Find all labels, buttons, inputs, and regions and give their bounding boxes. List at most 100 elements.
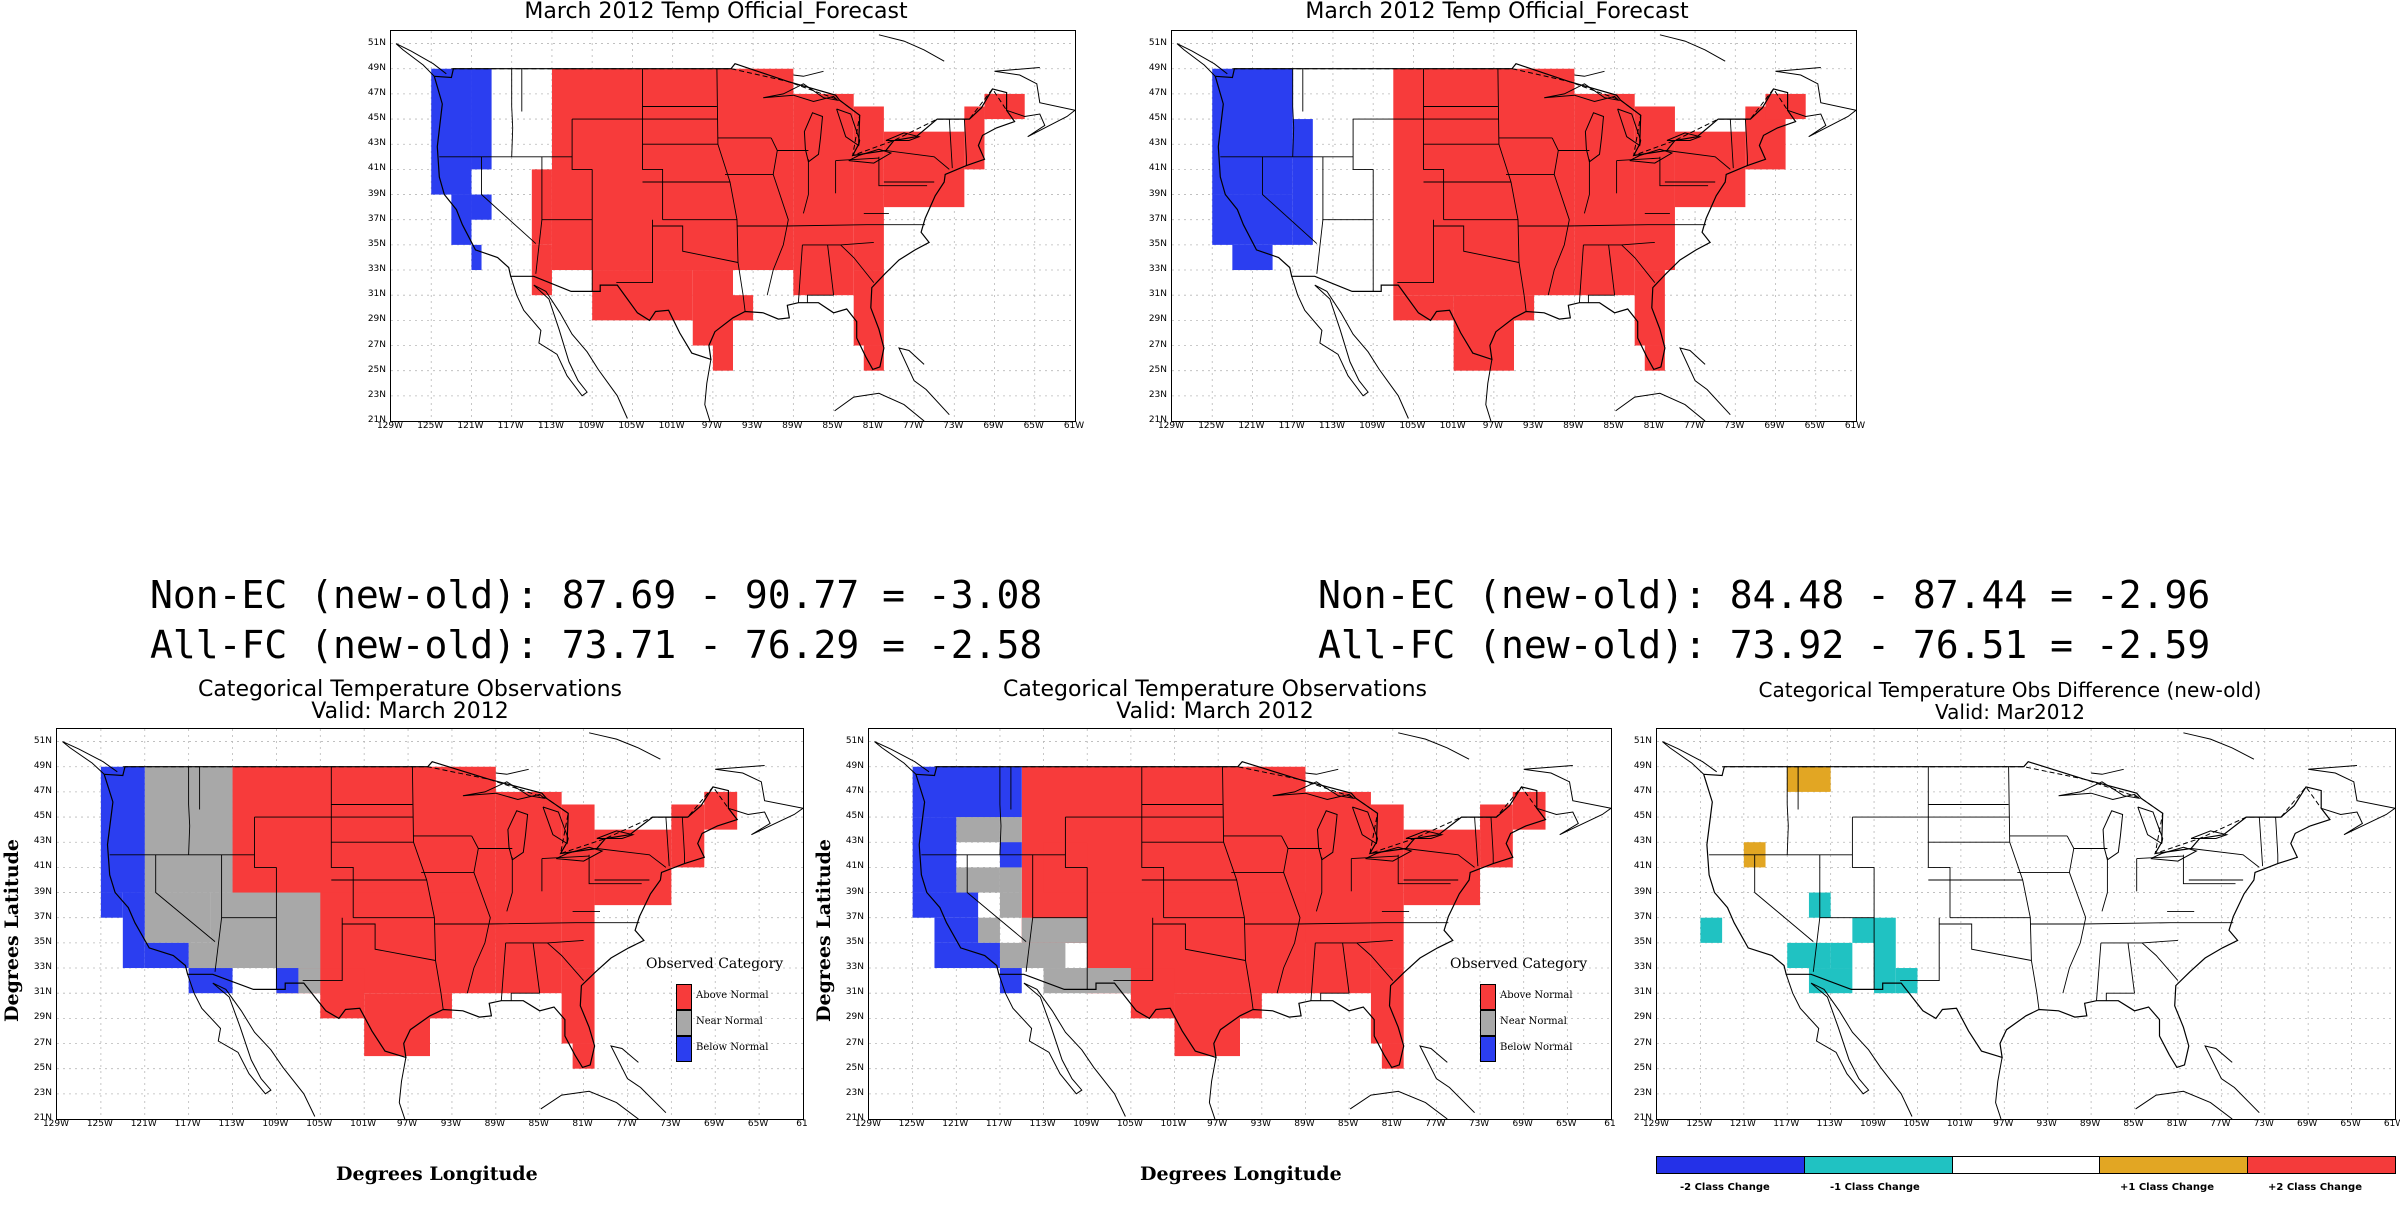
state-boundary	[1433, 225, 1520, 263]
state-boundary	[2101, 857, 2108, 912]
state-boundary	[1583, 241, 1655, 246]
canada-border	[1232, 68, 1789, 157]
lon-tick-label: 117W	[985, 1119, 1012, 1129]
state-boundary	[2127, 942, 2135, 994]
coastline	[1208, 1057, 1217, 1119]
lat-tick-label: 27N	[1633, 1037, 1652, 1048]
lon-tick-label: 89W	[1563, 421, 1584, 431]
lon-tick-label: 125W	[898, 1119, 925, 1129]
category-cell-minus1	[1830, 942, 1853, 969]
state-boundary	[2182, 854, 2236, 885]
category-cell-above	[793, 93, 854, 296]
lon-tick-label: 69W	[1764, 421, 1785, 431]
lat-tick-label: 39N	[845, 886, 864, 897]
category-cell-below	[1212, 68, 1293, 195]
category-cell-above	[430, 993, 452, 1019]
lon-tick-label: 77W	[616, 1119, 637, 1129]
state-boundary	[1262, 156, 1318, 244]
lon-tick-label: 97W	[1993, 1119, 2014, 1129]
state-boundary	[1616, 157, 1660, 162]
lon-tick-label: 97W	[396, 1119, 418, 1129]
lat-tick-label: 27N	[367, 339, 386, 350]
lon-tick-label: 89W	[484, 1119, 505, 1129]
lat-tick-label: 29N	[1148, 314, 1167, 325]
map-frame	[1171, 30, 1857, 422]
lat-tick-label: 21N	[1633, 1113, 1652, 1123]
category-cell-near	[978, 917, 1000, 943]
state-boundary	[1608, 244, 1616, 296]
state-boundary	[481, 156, 537, 244]
state-boundary	[1490, 817, 1494, 864]
lon-tick-label: 97W	[1206, 1119, 1228, 1129]
coastline	[588, 732, 661, 760]
state-boundary	[2100, 939, 2178, 944]
state-boundary	[802, 159, 809, 214]
great-lake	[885, 132, 921, 141]
lat-tick-label: 45N	[367, 113, 386, 124]
state-boundary	[999, 766, 1002, 855]
us-coastline	[103, 761, 739, 1069]
lat-tick-label: 47N	[367, 87, 386, 98]
state-boundary	[885, 150, 950, 170]
coastline	[2308, 765, 2395, 836]
legend-swatch-below	[1480, 1036, 1496, 1062]
lat-tick-label: 27N	[1148, 339, 1167, 350]
canada-border	[451, 68, 1008, 157]
state-boundary	[1583, 159, 1590, 214]
lat-tick-label: 51N	[33, 735, 52, 746]
lat-tick-label: 39N	[367, 188, 386, 199]
lat-tick-label: 37N	[1633, 911, 1652, 922]
lon-tick-label: 121W	[1729, 1119, 1756, 1129]
legend-swatch-above	[676, 984, 692, 1010]
coastline	[1176, 43, 1228, 77]
lon-tick-label: 129W	[1157, 421, 1185, 431]
map-frame	[868, 728, 1612, 1120]
lat-axis: 51N 49N 47N 45N 43N 41N 39N 37N 35N 33N 31N 29N 27N 2…	[26, 728, 56, 1122]
coastline	[1659, 34, 1726, 62]
coastline	[395, 43, 447, 77]
observation-panel-new: Categorical Temperature Observations Val…	[810, 676, 1620, 1232]
us-coastline	[1214, 62, 1797, 371]
lat-tick-label: 49N	[845, 760, 864, 771]
lat-tick-label: 25N	[1633, 1062, 1652, 1073]
lat-tick-label: 23N	[1633, 1087, 1652, 1098]
lon-tick-label: 129W	[42, 1119, 70, 1129]
state-boundary	[588, 854, 642, 885]
lon-tick-label: 105W	[618, 421, 645, 431]
state-boundary	[786, 224, 926, 227]
lat-tick-label: 21N	[33, 1113, 52, 1123]
lon-tick-label: 93W	[1250, 1119, 1271, 1129]
great-lake	[1365, 846, 1413, 862]
category-cell-below	[1232, 244, 1273, 271]
state-boundary	[1352, 119, 1374, 170]
category-cell-near	[999, 942, 1066, 969]
great-lake	[2150, 846, 2198, 862]
state-boundary	[1222, 766, 1254, 1010]
state-boundary	[1342, 942, 1350, 994]
lon-tick-label: 69W	[2296, 1119, 2318, 1129]
lon-tick-label: 77W	[1425, 1119, 1446, 1129]
coastline	[994, 67, 1075, 138]
great-lake	[803, 112, 824, 163]
class-change-colorbar	[1656, 1156, 2396, 1174]
colorbar-plus1	[2100, 1157, 2249, 1173]
state-boundary	[2105, 992, 2135, 1001]
lat-tick-label: 21N	[367, 415, 386, 425]
lon-tick-label: 69W	[983, 421, 1004, 431]
state-boundary	[535, 219, 543, 274]
category-cell-below	[934, 942, 1000, 969]
observation-map-old	[57, 729, 803, 1119]
category-cell-above	[594, 829, 672, 906]
lon-tick-label: 125W	[86, 1119, 113, 1129]
great-lake	[2190, 830, 2229, 839]
state-boundary	[652, 225, 739, 263]
forecast-map-new	[1172, 31, 1856, 421]
lon-tick-label: 93W	[1522, 421, 1544, 431]
category-cell-above	[1634, 270, 1665, 346]
lat-tick-label: 41N	[845, 861, 864, 872]
lon-tick-label: 109W	[1359, 421, 1386, 431]
lon-tick-label: 89W	[2079, 1119, 2101, 1129]
category-cell-minus1	[1874, 917, 1896, 994]
lon-tick-label: 121W	[457, 421, 484, 431]
lat-tick-label: 31N	[845, 987, 864, 998]
